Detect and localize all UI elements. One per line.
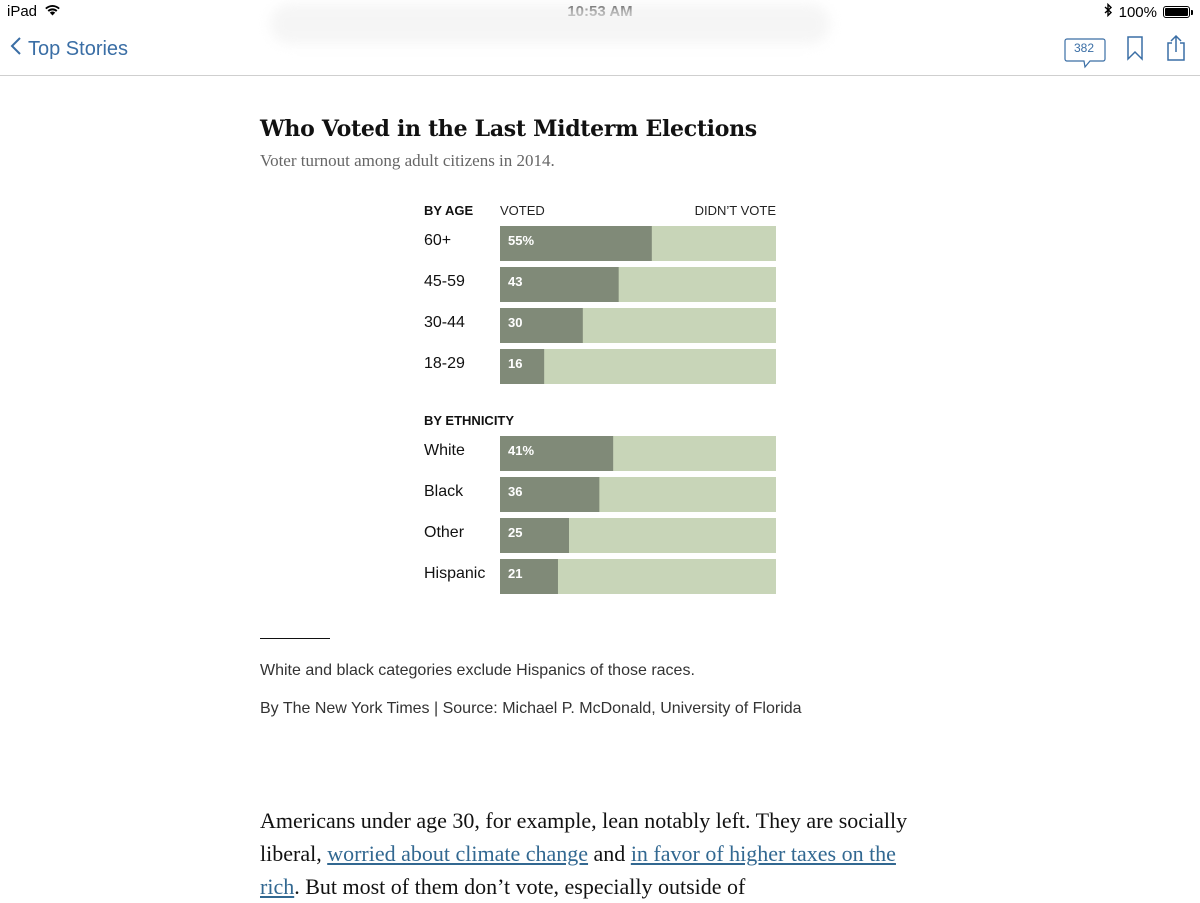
status-left: iPad: [7, 3, 61, 20]
chevron-left-icon: [10, 36, 22, 62]
bar-voted: [500, 559, 558, 594]
category-label: Other: [424, 524, 465, 541]
battery-fill: [1165, 8, 1188, 16]
back-button-label: Top Stories: [28, 37, 129, 60]
bar-voted: [500, 436, 614, 471]
status-right: 100%: [1104, 2, 1193, 21]
battery-icon: [1163, 6, 1193, 18]
category-label: 45-59: [424, 273, 465, 290]
article-link[interactable]: worried about climate change: [327, 841, 589, 866]
bar-value-label: 55%: [508, 233, 534, 248]
legend-voted: VOTED: [500, 203, 545, 218]
article-link[interactable]: in favor of higher taxes on the rich: [260, 841, 896, 899]
category-label: White: [424, 442, 465, 459]
group-heading: BY AGE: [424, 203, 473, 218]
device-name: iPad: [7, 3, 38, 20]
chart-subtitle: Voter turnout among adult citizens in 20…: [260, 151, 555, 170]
bar-voted: [500, 308, 583, 343]
bar-voted: [500, 518, 569, 553]
article-body-paragraph: Americans under age 30, for example, lea…: [260, 804, 920, 903]
nav-blur-overlay: [270, 4, 830, 44]
notes-divider: [260, 638, 330, 639]
article-text: . But most of them don’t vote, especiall…: [294, 874, 746, 899]
wifi-icon: [44, 3, 61, 20]
bar-value-label: 16: [508, 356, 522, 371]
bar-voted: [500, 477, 600, 512]
comment-bubble-icon: [1064, 38, 1106, 69]
chart-title: Who Voted in the Last Midterm Elections: [260, 116, 757, 142]
nav-actions: 382: [1064, 34, 1186, 69]
group-heading: BY ETHNICITY: [424, 413, 514, 428]
nav-bar: Top Stories 382: [0, 4, 1200, 76]
bookmark-icon[interactable]: [1126, 35, 1144, 66]
back-button[interactable]: Top Stories: [10, 36, 128, 62]
article-text: and: [588, 841, 631, 866]
bar-value-label: 25: [508, 525, 522, 540]
battery-cap: [1191, 10, 1193, 15]
turnout-chart: VOTED DIDN’T VOTE BY AGE 60+ 55% 45-59 43 30-44…: [424, 203, 777, 594]
category-label: 60+: [424, 232, 451, 249]
bar-voted: [500, 349, 545, 384]
legend-didnt-vote: DIDN’T VOTE: [695, 203, 777, 218]
category-label: Hispanic: [424, 565, 485, 582]
category-label: Black: [424, 483, 464, 500]
bar-voted: [500, 226, 652, 261]
bar-value-label: 36: [508, 484, 522, 499]
category-label: 18-29: [424, 355, 465, 372]
bar-didnt-vote: [500, 349, 776, 384]
bar-value-label: 30: [508, 315, 522, 330]
comments-button[interactable]: 382: [1064, 37, 1106, 69]
chart-credit: By The New York Times | Source: Michael …: [260, 700, 802, 717]
bar-value-label: 21: [508, 566, 522, 581]
bar-voted: [500, 267, 619, 302]
bar-value-label: 43: [508, 274, 522, 289]
bluetooth-icon: [1104, 2, 1113, 21]
bar-value-label: 41%: [508, 443, 534, 458]
article-text: Americans under age 30, for example, lea…: [260, 808, 908, 866]
comment-count: 382: [1073, 41, 1095, 55]
category-label: 30-44: [424, 314, 465, 331]
battery-percent: 100%: [1118, 3, 1157, 21]
chart-note: White and black categories exclude Hispa…: [260, 662, 695, 679]
share-icon[interactable]: [1166, 34, 1186, 67]
